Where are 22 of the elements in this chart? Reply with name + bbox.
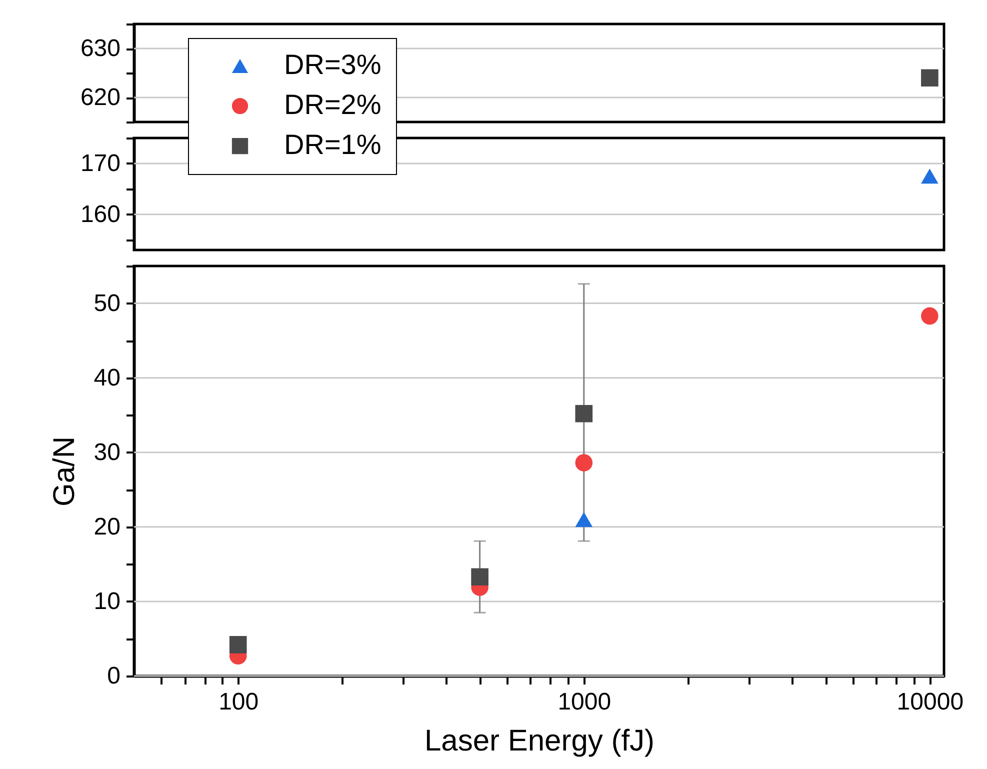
y-tick-label: 10	[94, 588, 120, 615]
y-tick-label: 50	[94, 290, 120, 317]
y-tick-label: 160	[80, 200, 120, 228]
legend-label: DR=3%	[284, 49, 382, 80]
y-tick-label: 630	[80, 35, 120, 62]
y-tick-label: 0	[107, 662, 120, 690]
y-axis-title: Ga/N	[48, 436, 81, 507]
x-tick-label: 10000	[896, 688, 964, 716]
y-tick-label: 40	[94, 364, 120, 392]
y-tick-label: 170	[80, 150, 120, 177]
y-tick-label: 20	[94, 513, 120, 540]
y-tick-label: 620	[80, 84, 120, 111]
x-tick-label: 1000	[558, 688, 612, 716]
point	[575, 512, 593, 527]
legend-label: DR=1%	[284, 129, 382, 160]
point	[575, 404, 593, 422]
point	[229, 636, 247, 654]
legend-label: DR=2%	[284, 89, 382, 120]
point	[575, 454, 593, 472]
x-axis-title: Laser Energy (fJ)	[424, 724, 655, 758]
x-tick-label: 100	[218, 688, 259, 716]
y-tick-label: 30	[94, 438, 120, 466]
